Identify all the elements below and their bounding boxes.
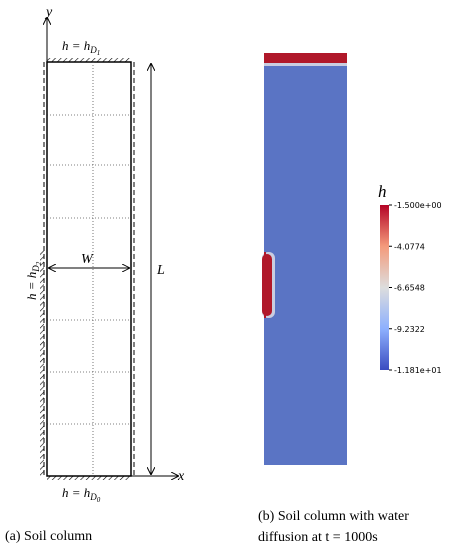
length-label: L [156,263,165,278]
colorbar-scale [380,205,389,370]
bc-label: h = hD0 [62,485,101,504]
colorbar-label: -1.500e+00 [394,201,442,210]
axis-label: y [44,5,53,20]
colorbar-label: -9.2322 [394,325,425,334]
colorbar-label: -6.6548 [394,284,425,293]
wet-left [264,252,266,318]
simulation-result [262,53,347,465]
width-label: W [81,252,94,267]
colorbar-title: h [378,182,387,201]
mesh [47,62,131,476]
colorbar-label: -4.0774 [394,242,425,251]
hatch-left [40,250,44,476]
column [46,61,132,477]
front [264,63,347,66]
soil-column-diagram: y x W L h = hD1 h = hD0 h = hD2 [24,5,185,504]
wet-left [262,254,272,316]
wet-top [264,53,347,64]
colorbar-label: -1.181e+01 [394,366,442,375]
colorbar: h -1.500e+00 -4.0774 -6.6548 -9.2322 -1.181e… [378,182,442,375]
caption: diffusion at t = 1000s [258,530,378,545]
field [264,53,347,465]
bc-label: h = hD1 [62,38,100,57]
axis-label: x [177,469,185,484]
caption: (a) Soil column [5,529,92,544]
hatch-top [47,58,131,62]
hatch-bottom [47,476,131,480]
bc-label: h = hD2 [24,261,43,300]
caption: (b) Soil column with water [258,509,409,524]
